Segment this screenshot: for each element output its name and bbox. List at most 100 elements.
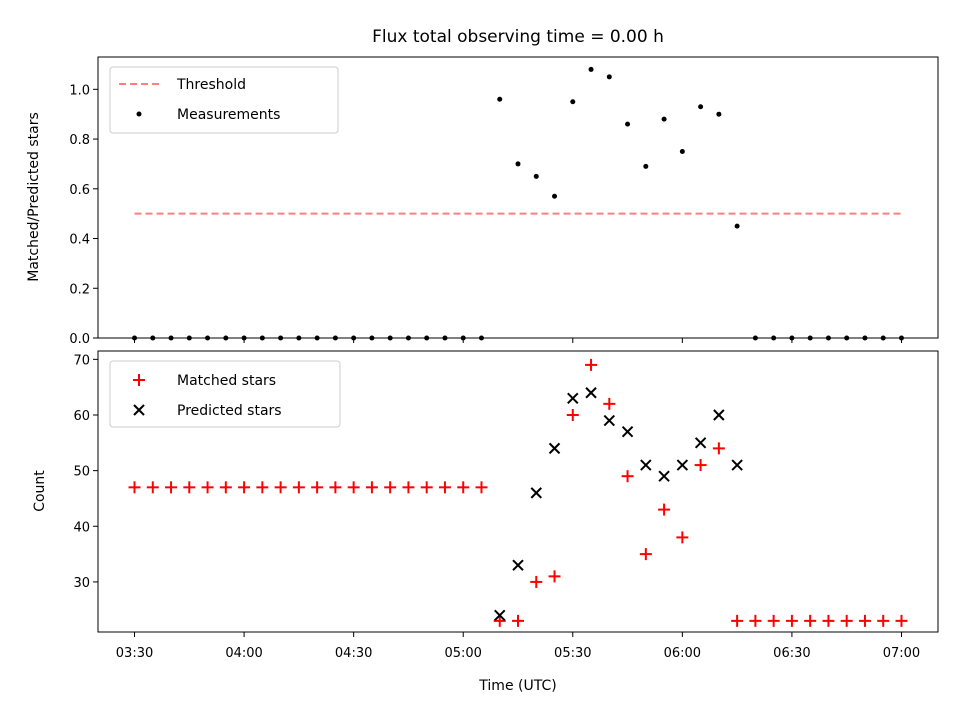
top-y-tick-label: 0.0 — [69, 332, 90, 347]
bottom-y-tick-label: 50 — [73, 465, 90, 480]
top-y-tick-label: 0.8 — [69, 133, 90, 148]
measurements-point — [332, 335, 338, 341]
measurements-point — [606, 74, 612, 80]
matched-stars-point — [785, 614, 798, 627]
bottom-x-tick-label: 03:30 — [116, 646, 153, 661]
bottom-y-tick-label: 70 — [73, 353, 90, 368]
predicted-stars-point — [585, 387, 597, 399]
legend-predicted-label: Predicted stars — [177, 403, 282, 419]
matched-stars-point — [749, 614, 762, 627]
top-plot: 0.0 0.2 0.4 0.6 0.8 1.0 Matched/Predicted sta… — [26, 56, 939, 347]
matched-stars-point — [274, 481, 287, 494]
measurements-point — [168, 335, 174, 341]
legend-predicted-swatch — [133, 404, 145, 416]
predicted-stars-point — [731, 459, 743, 471]
measurements-point — [424, 335, 430, 341]
predicted-stars-point — [567, 392, 579, 405]
measurements-point — [387, 335, 393, 341]
measurements-point — [771, 335, 777, 341]
matched-stars-point — [840, 614, 853, 627]
predicted-stars-point — [621, 425, 634, 438]
matched-stars-point — [712, 442, 725, 455]
matched-stars-point — [530, 575, 543, 588]
measurements-point — [515, 161, 521, 167]
measurements-point — [734, 223, 740, 229]
matched-stars-point — [457, 481, 470, 494]
legend-matched-label: Matched stars — [177, 373, 276, 389]
bottom-x-tick-label: 05:30 — [554, 646, 591, 661]
bottom-x-tick-label: 06:30 — [773, 646, 810, 661]
matched-stars-point — [201, 481, 214, 494]
matched-stars-point — [767, 614, 780, 627]
measurements-point — [698, 104, 704, 110]
x-axis-label: Time (UTC) — [478, 678, 556, 694]
predicted-stars-point — [530, 487, 542, 499]
measurements-point — [752, 335, 758, 341]
matched-stars-point — [238, 481, 251, 494]
measurements-point — [570, 99, 576, 105]
legend-measurements-swatch — [136, 111, 142, 117]
bottom-legend-box — [109, 360, 341, 428]
matched-stars-point — [475, 481, 488, 494]
measurements-point — [789, 335, 795, 341]
predicted-stars-point — [512, 559, 524, 571]
bottom-x-tick-label: 04:30 — [335, 646, 372, 661]
measurements-point — [278, 335, 284, 341]
predicted-stars-point — [713, 409, 725, 421]
legend-threshold-label: Threshold — [176, 77, 246, 93]
matched-stars-point — [512, 614, 524, 627]
measurements-point — [807, 335, 813, 341]
measurements-point — [497, 96, 503, 102]
measurements-point — [259, 335, 265, 341]
top-plot-frame — [97, 56, 939, 339]
measurements-point — [862, 335, 868, 341]
measurements-point — [351, 335, 357, 341]
bottom-plot-frame — [97, 350, 939, 633]
matched-stars-point — [585, 358, 598, 371]
top-y-tick-label: 0.6 — [69, 183, 90, 198]
matched-stars-point — [804, 614, 817, 627]
bottom-y-tick-label: 30 — [73, 576, 90, 591]
matched-stars-point — [292, 481, 305, 494]
matched-stars-point — [329, 481, 342, 494]
predicted-stars-point — [676, 459, 689, 471]
bottom-x-ticks: 03:30 04:00 04:30 05:00 05:30 06:00 06:30 07:00 — [116, 632, 920, 661]
matched-stars-point — [146, 481, 159, 494]
top-y-ticks: 0.0 0.2 0.4 0.6 0.8 1.0 — [69, 83, 98, 347]
measurements-point — [880, 335, 886, 341]
matched-stars-point — [858, 614, 871, 627]
matched-stars-point — [420, 481, 433, 494]
predicted-stars-point — [694, 437, 707, 449]
measurements-point — [460, 335, 466, 341]
matched-stars-point — [256, 481, 269, 494]
measurements-point — [478, 335, 484, 341]
bottom-x-tick-label: 05:00 — [444, 646, 481, 661]
matched-stars-point — [347, 481, 360, 494]
matched-stars-point — [895, 614, 908, 627]
bottom-x-tick-label: 04:00 — [225, 646, 262, 661]
matched-stars-point — [676, 531, 689, 544]
matched-stars-point — [438, 481, 451, 494]
measurements-point — [844, 335, 850, 341]
measurements-point — [661, 116, 667, 122]
measurements-point — [679, 148, 685, 154]
measurements-point — [533, 173, 539, 179]
measurements-point — [223, 335, 229, 341]
measurements-point — [186, 335, 192, 341]
bottom-y-ticks: 30 40 50 60 70 — [73, 353, 98, 591]
measurements-point — [369, 335, 375, 341]
predicted-stars-point — [658, 470, 670, 482]
top-y-tick-label: 0.4 — [69, 233, 90, 248]
matched-stars-point — [621, 470, 634, 483]
bottom-x-tick-label: 06:00 — [664, 646, 701, 661]
predicted-stars-point — [603, 414, 616, 427]
measurements-point — [552, 193, 558, 199]
matched-stars-point — [603, 397, 616, 410]
bottom-y-tick-label: 40 — [73, 520, 90, 535]
matched-stars-point — [822, 614, 835, 627]
top-series — [132, 66, 904, 341]
measurements-point — [625, 121, 631, 127]
chart-title: Flux total observing time = 0.00 h — [372, 27, 664, 47]
bottom-y-tick-label: 60 — [73, 409, 90, 424]
